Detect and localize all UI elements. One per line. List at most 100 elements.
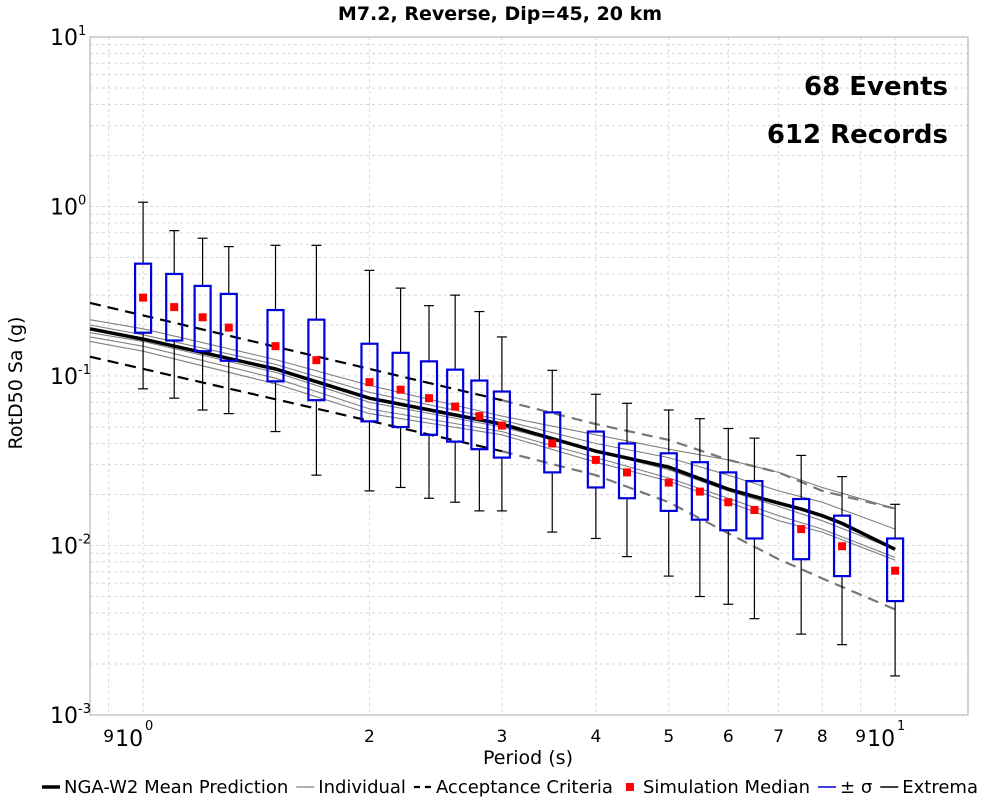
acceptance-lower-gray-line <box>501 450 896 611</box>
median-marker <box>622 468 631 477</box>
sigma-box <box>792 497 811 561</box>
y-axis: 10-3 10-2 10-1 100 101 <box>50 24 91 729</box>
x-minor-tick-label: 8 <box>817 727 828 747</box>
legend-label: NGA-W2 Mean Prediction <box>64 777 288 798</box>
plot-area <box>89 36 969 716</box>
x-minor-tick-label: 5 <box>663 727 674 747</box>
x-minor-tick-label: 9 <box>103 727 114 747</box>
median-marker <box>170 303 179 312</box>
sigma-box <box>419 360 439 436</box>
sigma-box <box>832 514 852 578</box>
box-group <box>133 201 153 390</box>
median-marker <box>797 525 806 534</box>
box-group <box>419 305 439 499</box>
nga-mean-line <box>89 327 896 551</box>
median-marker <box>724 498 733 507</box>
box-group <box>792 454 811 635</box>
sigma-box <box>133 262 153 334</box>
median-marker <box>271 342 280 351</box>
boxes <box>133 201 905 677</box>
y-tick-label: 10-2 <box>50 533 91 560</box>
legend-label: ± σ <box>840 777 872 798</box>
median-marker <box>451 402 460 411</box>
sigma-box <box>470 379 489 451</box>
box-group <box>307 244 326 476</box>
median-marker <box>664 478 673 487</box>
box-group <box>617 402 637 558</box>
box-group <box>165 230 184 399</box>
events-annotation: 68 Events <box>804 72 948 102</box>
legend-entry: NGA-W2 Mean Prediction <box>42 777 288 798</box>
legend-label: Extrema <box>902 777 978 798</box>
sigma-box <box>360 342 379 423</box>
median-marker <box>838 542 847 551</box>
sigma-box <box>886 537 905 603</box>
box-group <box>193 237 212 411</box>
sigma-box <box>266 308 285 383</box>
sigma-box <box>446 368 465 443</box>
box-group <box>719 427 738 605</box>
sigma-box <box>745 479 764 540</box>
box-group <box>360 269 379 492</box>
box-group <box>543 369 562 533</box>
median-marker <box>425 394 434 403</box>
median-marker <box>475 412 484 421</box>
box-group <box>470 310 489 512</box>
legend-label: Acceptance Criteria <box>436 777 613 798</box>
individual-line <box>89 336 896 559</box>
individual-line <box>89 332 896 550</box>
nga-mean-polyline <box>89 327 896 551</box>
x-tick-exponent: 0 <box>145 719 153 734</box>
x-minor-tick-label: 3 <box>496 727 507 747</box>
x-axis-title: Period (s) <box>483 747 573 769</box>
x-minor-tick-label: 6 <box>723 727 734 747</box>
individual-line <box>89 340 896 561</box>
legend-label: Individual <box>318 777 406 798</box>
box-group <box>690 418 709 598</box>
x-minor-tick-label: 7 <box>773 727 784 747</box>
y-tick-label: 101 <box>50 24 86 51</box>
sigma-box <box>492 390 511 459</box>
median-marker <box>695 487 704 496</box>
median-marker <box>312 356 321 365</box>
box-group <box>219 245 238 415</box>
chart-title: M7.2, Reverse, Dip=45, 20 km <box>338 3 662 25</box>
box-group <box>391 287 410 489</box>
individual-line <box>89 319 896 510</box>
acceptance-upper-line <box>89 301 503 402</box>
sigma-box <box>617 442 637 500</box>
sigma-box <box>690 461 709 521</box>
legend-entry: Individual <box>296 777 406 798</box>
legend-entry: ± σ <box>818 777 872 798</box>
median-marker <box>548 439 557 448</box>
sigma-box <box>543 411 562 474</box>
median-marker <box>891 566 900 575</box>
x-tick-label: 10 <box>115 727 143 752</box>
sigma-box <box>193 284 212 353</box>
legend-symbol <box>625 783 634 791</box>
x-minor-tick-label: 2 <box>364 727 375 747</box>
median-marker <box>139 293 148 302</box>
x-tick-label: 10 <box>867 727 895 752</box>
legend-entry: Acceptance Criteria <box>413 777 613 798</box>
sigma-box <box>165 272 184 342</box>
individual-line <box>89 324 896 530</box>
median-marker <box>198 313 207 322</box>
x-tick-exponent: 1 <box>897 719 905 734</box>
sigma-box <box>391 351 410 429</box>
y-tick-label: 10-1 <box>50 363 91 390</box>
sigma-box <box>719 471 738 532</box>
records-annotation: 612 Records <box>767 120 948 150</box>
median-marker <box>591 455 600 464</box>
legend: NGA-W2 Mean Prediction Individual Acceptan… <box>42 777 978 798</box>
y-axis-title: RotD50 Sa (g) <box>5 317 27 450</box>
box-group <box>586 393 605 540</box>
median-marker <box>497 421 506 430</box>
box-group <box>492 336 511 512</box>
median-marker <box>365 378 374 387</box>
y-tick-label: 10-3 <box>50 702 91 729</box>
box-group <box>659 409 678 577</box>
y-tick-label: 100 <box>50 194 86 221</box>
legend-entry: Extrema <box>880 777 978 798</box>
